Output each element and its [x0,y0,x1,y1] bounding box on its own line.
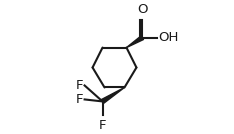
Text: O: O [137,3,148,16]
Text: F: F [76,79,84,92]
Text: F: F [99,119,106,132]
Text: F: F [76,93,84,106]
Polygon shape [126,36,144,48]
Text: OH: OH [158,31,179,44]
Polygon shape [101,88,124,103]
